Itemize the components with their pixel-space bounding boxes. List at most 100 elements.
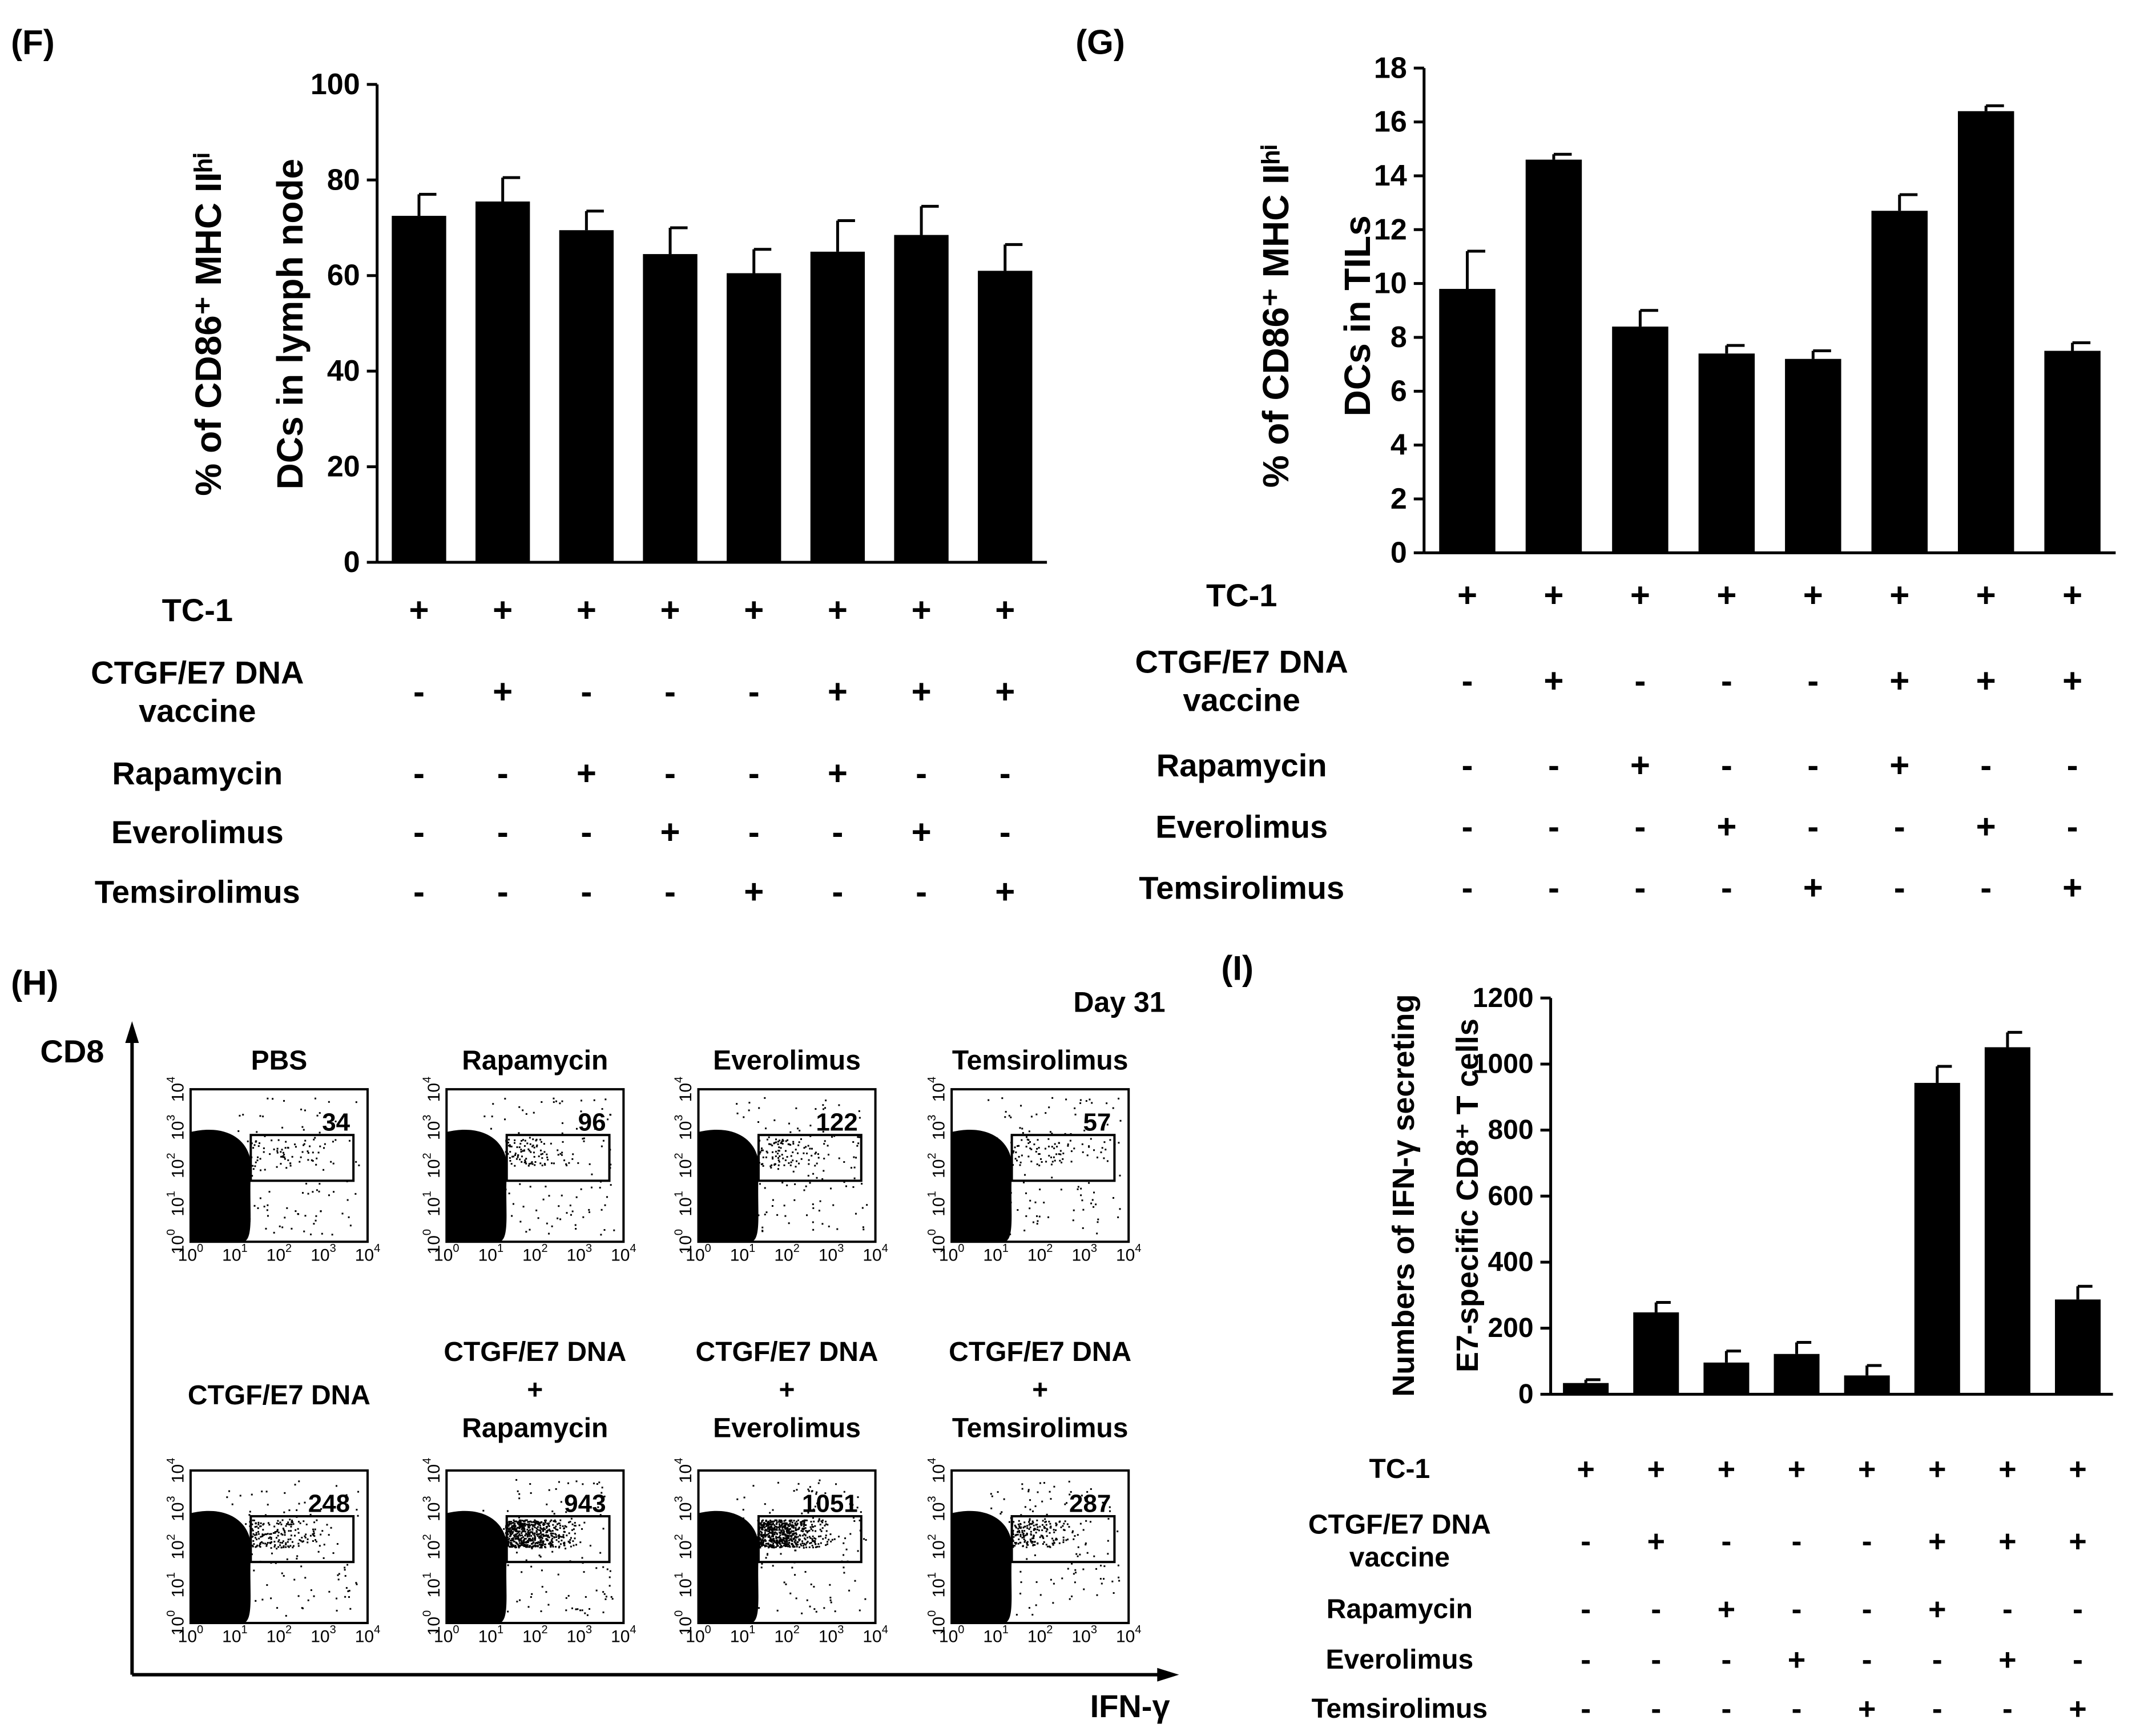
event-dot bbox=[561, 1194, 563, 1197]
event-dot bbox=[496, 1589, 498, 1591]
event-dot bbox=[806, 1599, 808, 1601]
event-dot bbox=[1052, 1602, 1054, 1604]
gated-dot bbox=[512, 1538, 514, 1540]
gated-dot bbox=[557, 1529, 559, 1531]
gated-dot bbox=[524, 1159, 526, 1162]
gated-dot bbox=[787, 1527, 789, 1529]
gated-dot bbox=[510, 1521, 513, 1523]
gated-dot bbox=[524, 1525, 526, 1527]
gated-dot bbox=[1024, 1540, 1026, 1542]
event-dot bbox=[328, 1194, 330, 1197]
event-dot bbox=[590, 1186, 593, 1189]
gated-dot bbox=[779, 1538, 781, 1541]
gated-dot bbox=[760, 1534, 762, 1536]
gated-dot bbox=[579, 1541, 582, 1544]
gated-dot bbox=[1053, 1541, 1055, 1544]
bar bbox=[978, 271, 1033, 563]
event-dot bbox=[228, 1490, 231, 1492]
gated-dot bbox=[261, 1534, 264, 1537]
event-dot bbox=[281, 1149, 283, 1151]
gated-dot bbox=[519, 1524, 521, 1526]
event-dot bbox=[812, 1508, 815, 1511]
gate-count: 57 bbox=[1083, 1109, 1111, 1137]
gated-dot bbox=[1046, 1535, 1048, 1537]
gated-dot bbox=[1048, 1520, 1050, 1522]
event-dot bbox=[813, 1586, 815, 1588]
minus-sign: - bbox=[1721, 1524, 1731, 1558]
gated-dot bbox=[769, 1143, 772, 1146]
gated-dot bbox=[282, 1151, 284, 1154]
minus-sign: - bbox=[1721, 1642, 1731, 1677]
gated-dot bbox=[1047, 1138, 1050, 1140]
event-dot bbox=[341, 1213, 344, 1215]
gated-dot bbox=[764, 1523, 767, 1525]
plus-sign: + bbox=[1718, 1592, 1736, 1626]
gated-dot bbox=[779, 1543, 781, 1545]
gated-dot bbox=[811, 1544, 813, 1546]
event-dot bbox=[231, 1503, 233, 1505]
gated-dot bbox=[1037, 1542, 1039, 1544]
gated-dot bbox=[532, 1145, 534, 1147]
gated-dot bbox=[787, 1139, 789, 1141]
gated-dot bbox=[521, 1526, 523, 1528]
gated-dot bbox=[509, 1527, 511, 1529]
gated-dot bbox=[529, 1529, 531, 1531]
gated-dot bbox=[1049, 1546, 1051, 1548]
gated-dot bbox=[767, 1528, 769, 1530]
event-dot bbox=[817, 1482, 820, 1484]
gated-dot bbox=[808, 1529, 811, 1532]
arrow-head bbox=[125, 1021, 139, 1043]
gated-dot bbox=[288, 1530, 290, 1532]
event-dot bbox=[771, 1205, 773, 1207]
event-dot bbox=[263, 1147, 265, 1149]
event-dot bbox=[819, 1479, 821, 1481]
gated-dot bbox=[773, 1528, 776, 1530]
event-dot bbox=[812, 1229, 815, 1231]
event-dot bbox=[990, 1493, 992, 1495]
gated-dot bbox=[287, 1159, 289, 1161]
gated-dot bbox=[507, 1538, 510, 1541]
gated-dot bbox=[516, 1532, 518, 1534]
event-dot bbox=[266, 1584, 268, 1586]
event-dot bbox=[326, 1524, 328, 1526]
y-tick-exponent: 1 bbox=[421, 1191, 433, 1197]
event-dot bbox=[247, 1544, 249, 1546]
x-tick-exponent: 0 bbox=[958, 1242, 964, 1255]
gated-dot bbox=[514, 1139, 516, 1141]
gated-dot bbox=[1034, 1528, 1037, 1530]
event-dot bbox=[1074, 1107, 1076, 1109]
gated-dot bbox=[274, 1532, 276, 1534]
gated-dot bbox=[791, 1519, 793, 1521]
x-tick-exponent: 0 bbox=[197, 1624, 203, 1636]
event-dot bbox=[1075, 1553, 1078, 1555]
gated-dot bbox=[267, 1522, 269, 1524]
gated-dot bbox=[788, 1540, 790, 1542]
gated-dot bbox=[797, 1144, 800, 1146]
event-dot bbox=[553, 1097, 555, 1099]
gated-dot bbox=[532, 1525, 534, 1527]
event-dot bbox=[501, 1557, 503, 1560]
gated-dot bbox=[524, 1530, 526, 1533]
event-dot bbox=[1041, 1500, 1043, 1503]
gated-dot bbox=[809, 1537, 812, 1539]
gated-dot bbox=[530, 1151, 532, 1153]
x-tick-exponent: 0 bbox=[705, 1242, 711, 1255]
gated-dot bbox=[800, 1524, 803, 1526]
gated-dot bbox=[549, 1529, 551, 1532]
gated-dot bbox=[1055, 1153, 1058, 1155]
event-dot bbox=[483, 1139, 485, 1141]
event-dot bbox=[1097, 1218, 1099, 1221]
gated-dot bbox=[768, 1534, 771, 1537]
gated-dot bbox=[784, 1522, 787, 1525]
event-dot bbox=[804, 1570, 807, 1573]
minus-sign: - bbox=[413, 672, 425, 711]
event-dot bbox=[812, 1173, 815, 1175]
event-dot bbox=[837, 1536, 840, 1538]
gated-dot bbox=[1015, 1526, 1018, 1529]
event-dot bbox=[1081, 1495, 1083, 1497]
event-dot bbox=[1117, 1564, 1119, 1566]
event-dot bbox=[570, 1214, 572, 1216]
gated-dot bbox=[787, 1529, 789, 1531]
gated-dot bbox=[776, 1520, 778, 1522]
event-dot bbox=[1100, 1151, 1102, 1154]
